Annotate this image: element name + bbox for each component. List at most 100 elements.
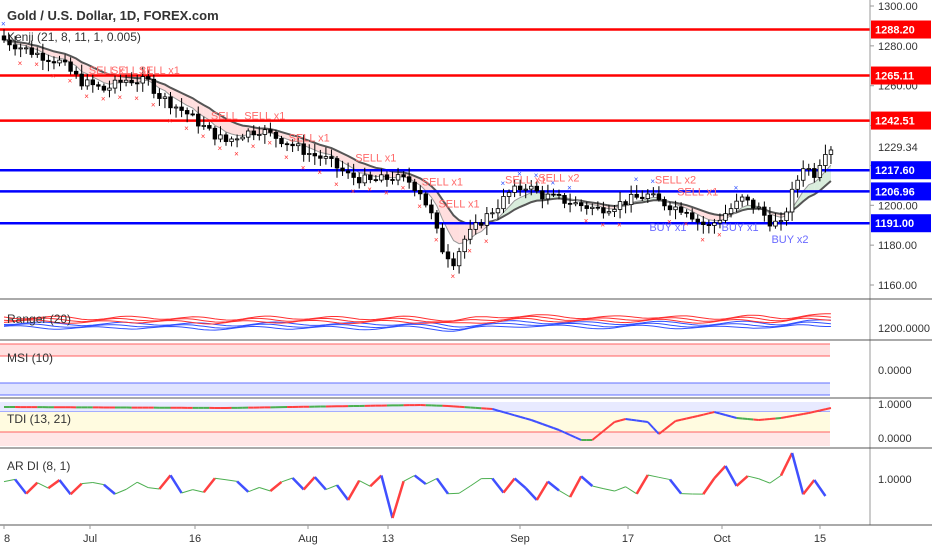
candle-body[interactable] (396, 175, 400, 180)
candle-body[interactable] (385, 175, 389, 180)
candle-body[interactable] (557, 194, 561, 195)
candle-body[interactable] (435, 213, 439, 228)
candle-body[interactable] (790, 189, 794, 212)
candle-body[interactable] (813, 169, 817, 178)
candle-body[interactable] (524, 189, 528, 190)
candle-body[interactable] (685, 212, 689, 213)
candle-body[interactable] (235, 139, 239, 140)
candle-body[interactable] (591, 207, 595, 208)
candle-body[interactable] (452, 259, 456, 266)
candle-body[interactable] (640, 197, 644, 198)
candle-body[interactable] (202, 125, 206, 126)
candle-body[interactable] (729, 209, 733, 214)
candle-body[interactable] (507, 192, 511, 196)
candle-body[interactable] (779, 221, 783, 222)
candle-body[interactable] (663, 199, 667, 205)
candle-body[interactable] (119, 80, 123, 82)
candle-body[interactable] (369, 175, 373, 180)
candle-body[interactable] (646, 194, 650, 199)
candle-body[interactable] (746, 197, 750, 200)
candle-body[interactable] (518, 186, 522, 190)
candle-body[interactable] (363, 175, 367, 183)
candle-body[interactable] (80, 74, 84, 86)
candle-body[interactable] (702, 222, 706, 225)
candle-body[interactable] (219, 135, 223, 139)
candle-body[interactable] (696, 219, 700, 222)
candle-body[interactable] (208, 125, 212, 128)
candle-body[interactable] (535, 186, 539, 191)
candle-body[interactable] (635, 194, 639, 197)
candle-body[interactable] (751, 200, 755, 208)
candle-body[interactable] (818, 166, 822, 178)
candle-body[interactable] (585, 206, 589, 209)
candle-body[interactable] (280, 138, 284, 143)
candle-body[interactable] (579, 203, 583, 206)
candle-body[interactable] (807, 169, 811, 170)
candle-body[interactable] (30, 48, 34, 55)
candle-body[interactable] (374, 180, 378, 181)
candle-body[interactable] (568, 203, 572, 204)
candle-body[interactable] (135, 83, 139, 84)
candle-body[interactable] (829, 150, 833, 154)
candle-body[interactable] (690, 213, 694, 219)
candle-body[interactable] (480, 223, 484, 226)
candle-body[interactable] (768, 215, 772, 226)
candle-body[interactable] (468, 229, 472, 239)
candle-body[interactable] (36, 53, 40, 54)
candle-body[interactable] (63, 60, 67, 62)
candle-body[interactable] (652, 194, 656, 195)
candle-body[interactable] (441, 228, 445, 252)
candle-body[interactable] (546, 194, 550, 199)
candle-body[interactable] (269, 130, 273, 133)
candle-body[interactable] (307, 153, 311, 154)
candle-body[interactable] (357, 177, 361, 182)
candle-body[interactable] (241, 137, 245, 139)
candle-body[interactable] (41, 53, 45, 60)
candle-body[interactable] (457, 252, 461, 266)
candle-body[interactable] (180, 107, 184, 110)
candle-body[interactable] (352, 173, 356, 178)
candle-body[interactable] (430, 205, 434, 213)
candle-body[interactable] (69, 62, 73, 71)
candle-body[interactable] (130, 80, 134, 83)
candle-body[interactable] (407, 177, 411, 182)
candle-body[interactable] (230, 139, 234, 142)
candle-body[interactable] (185, 110, 189, 113)
candle-body[interactable] (274, 132, 278, 138)
candle-body[interactable] (613, 209, 617, 211)
candle-body[interactable] (246, 131, 250, 137)
candle-body[interactable] (174, 107, 178, 108)
candle-body[interactable] (97, 85, 101, 86)
candle-body[interactable] (24, 48, 28, 49)
candle-body[interactable] (91, 80, 95, 85)
candle-body[interactable] (346, 171, 350, 173)
candle-body[interactable] (319, 156, 323, 158)
candle-body[interactable] (52, 62, 56, 63)
candle-body[interactable] (196, 114, 200, 126)
candle-body[interactable] (657, 194, 661, 200)
candle-body[interactable] (629, 194, 633, 204)
candle-body[interactable] (496, 209, 500, 213)
candle-body[interactable] (563, 195, 567, 203)
candle-body[interactable] (424, 194, 428, 205)
candle-body[interactable] (330, 157, 334, 159)
candle-body[interactable] (679, 207, 683, 212)
candle-body[interactable] (474, 223, 478, 230)
candle-body[interactable] (491, 213, 495, 214)
candle-body[interactable] (258, 134, 262, 135)
candle-body[interactable] (158, 93, 162, 98)
candle-body[interactable] (757, 207, 761, 208)
candle-body[interactable] (774, 221, 778, 226)
candle-body[interactable] (313, 153, 317, 155)
candle-body[interactable] (391, 179, 395, 180)
candle-body[interactable] (785, 212, 789, 221)
candle-body[interactable] (124, 80, 128, 82)
candle-body[interactable] (141, 77, 145, 83)
candle-body[interactable] (824, 154, 828, 165)
candle-body[interactable] (674, 207, 678, 210)
candle-body[interactable] (552, 194, 556, 195)
candle-body[interactable] (624, 202, 628, 205)
candle-body[interactable] (335, 159, 339, 168)
candle-body[interactable] (252, 131, 256, 135)
